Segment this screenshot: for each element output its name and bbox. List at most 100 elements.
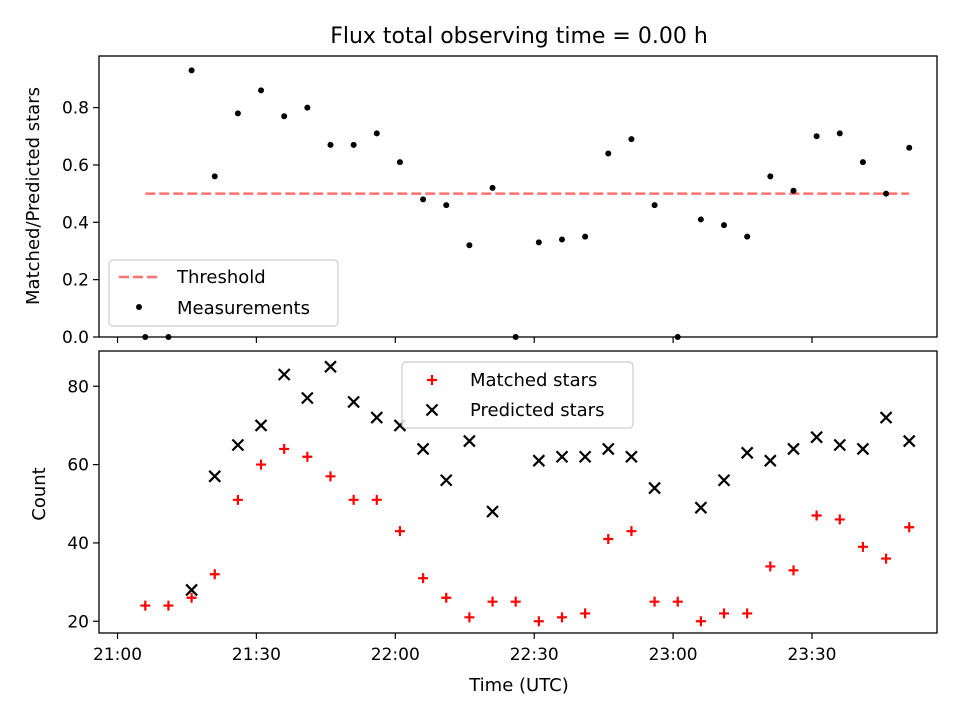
matched-stars-point [834,514,845,525]
bottom-series-x [185,360,916,597]
predicted-stars-point [810,430,823,444]
measurement-point [651,202,658,209]
bottom-axes-frame [98,350,938,634]
matched-stars-point [325,471,336,482]
measurement-point [883,190,890,197]
x-tick-label: 22:30 [510,645,559,665]
matched-stars-point [603,534,614,544]
predicted-stars-point [602,442,615,456]
predicted-stars-point [231,438,245,452]
measurement-point [420,196,427,203]
bottom-y-axis-label: Count [29,467,50,520]
predicted-stars-point [625,450,638,464]
matched-stars-point [857,541,868,552]
matched-stars-point [256,459,267,470]
matched-stars-point [695,616,706,627]
predicted-stars-point [463,434,476,448]
measurement-point [234,110,241,117]
top-panel: 0.0 0.2 0.4 0.6 0.8 Threshold Measurements [62,55,938,348]
measurement-point [443,202,450,209]
measurement-point [281,113,288,120]
matched-stars-point [742,608,753,619]
x-axis-label: Time (UTC) [468,675,569,696]
measurement-point [327,141,334,148]
measurement-point [859,159,866,166]
predicted-stars-point [578,450,592,464]
measurement-point [350,141,357,148]
matched-stars-point [580,608,591,619]
legend-predicted-swatch [425,403,439,417]
bottom-panel: 20 40 60 80 21:00 21:30 22:00 22:30 23:00 23:30 Ma… [67,350,938,665]
bottom-series-plus [140,443,915,627]
top-legend: Threshold Measurements [108,259,339,327]
legend-predicted-label: Predicted stars [470,400,604,421]
predicted-stars-point [902,434,916,448]
predicted-stars-point [185,583,198,597]
matched-stars-point [441,592,452,603]
matched-stars-point [510,596,521,607]
legend-matched-label: Matched stars [470,370,597,391]
predicted-stars-point [740,446,754,460]
predicted-stars-point [787,442,800,456]
predicted-stars-point [347,395,360,409]
matched-stars-point [533,616,544,627]
matched-stars-point [556,612,567,623]
matched-stars-point [672,596,683,607]
x-tick-label: 23:30 [787,645,836,665]
matched-stars-point [140,600,151,611]
legend-measurements-swatch [136,304,142,310]
bottom-y-tick-label: 40 [67,534,89,554]
predicted-stars-point [555,450,569,464]
matched-stars-point [649,596,660,607]
predicted-stars-point [254,419,268,432]
x-tick-label: 22:00 [371,645,420,665]
legend-matched-swatch [427,375,437,385]
measurement-point [628,136,635,143]
measurement-point [466,242,473,249]
measurement-point [605,150,612,157]
top-y-axis-label: Matched/Predicted stars [23,87,44,305]
measurement-point [790,187,797,194]
matched-stars-point [487,596,498,607]
matched-stars-point [811,510,822,521]
measurement-point [767,173,774,180]
matched-stars-point [163,600,174,611]
legend-threshold-label: Threshold [176,267,266,288]
matched-stars-point [232,494,243,505]
measurement-point [396,159,403,166]
bottom-legend: Matched stars Predicted stars [401,361,634,429]
chart-title: Flux total observing time = 0.00 h [330,24,708,49]
legend-box [108,259,339,327]
predicted-stars-point [277,368,291,381]
predicted-stars-point [370,411,384,424]
predicted-stars-point [833,438,847,452]
top-y-tick-label: 0.0 [62,328,89,348]
bottom-y-tick-label: 80 [67,377,89,397]
matched-stars-point [348,494,359,505]
bottom-y-tick-label: 60 [67,456,89,476]
predicted-stars-point [324,360,337,373]
top-y-tick-label: 0.2 [62,271,89,291]
top-y-tick-label: 0.6 [62,156,89,176]
matched-stars-point [626,526,637,537]
x-tick-label: 23:00 [649,645,698,665]
measurement-point [373,130,380,137]
top-axes-frame [98,55,938,338]
measurement-point [188,67,195,74]
matched-stars-point [765,561,776,572]
matched-stars-point [464,612,475,623]
measurement-point [697,216,704,223]
measurement-point [906,144,913,151]
x-tick-label: 21:00 [93,645,142,665]
measurement-point [304,104,311,111]
matched-stars-point [881,553,892,564]
matched-stars-point [209,569,220,580]
legend-box [401,361,634,429]
top-y-tick-label: 0.8 [62,99,89,119]
matched-stars-point [394,526,405,537]
measurement-point [258,87,265,94]
predicted-stars-point [764,454,777,467]
matched-stars-point [418,573,429,584]
predicted-stars-point [717,473,731,487]
measurement-point [489,184,496,191]
